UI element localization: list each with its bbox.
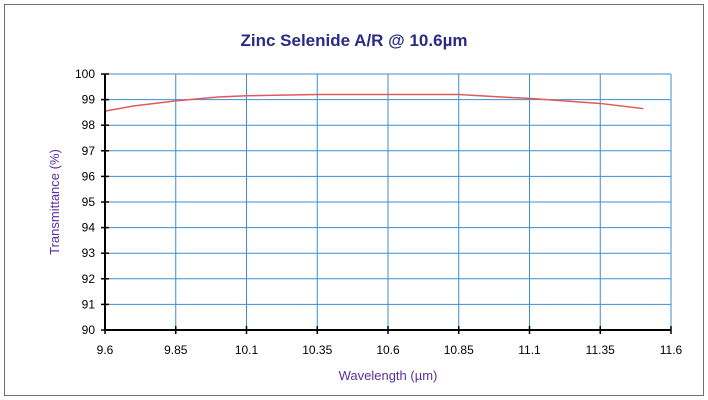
y-tick-label-10: 100: [75, 67, 95, 81]
y-axis-label: Transmittance (%): [47, 149, 62, 255]
y-tick-label-1: 91: [82, 297, 96, 311]
x-tick-label-2: 10.1: [235, 343, 259, 357]
x-tick-label-5: 10.85: [444, 343, 474, 357]
x-axis-label: Wavelength (µm): [339, 368, 438, 383]
y-tick-label-6: 96: [82, 169, 96, 183]
y-tick-label-4: 94: [82, 221, 96, 235]
y-tick-label-8: 98: [82, 118, 96, 132]
tick-labels: 9.6 9.85 10.1 10.35 10.6 10.85 11.1 11.35 11.6 90…: [75, 67, 683, 357]
x-tick-label-8: 11.6: [660, 343, 683, 357]
y-tick-label-5: 95: [82, 195, 96, 209]
x-tick-label-3: 10.35: [302, 343, 332, 357]
x-tick-label-0: 9.6: [97, 343, 114, 357]
axes: [101, 73, 672, 334]
y-tick-label-7: 97: [82, 144, 96, 158]
series-layer: [104, 93, 644, 112]
y-tick-label-9: 99: [82, 93, 96, 107]
y-tick-label-0: 90: [82, 323, 96, 337]
series-line-0: [104, 93, 644, 112]
x-tick-label-4: 10.6: [376, 343, 400, 357]
y-tick-label-3: 93: [82, 246, 96, 260]
y-tick-label-2: 92: [82, 272, 96, 286]
grid-lines: [105, 73, 672, 330]
x-tick-label-1: 9.85: [164, 343, 188, 357]
chart-title: Zinc Selenide A/R @ 10.6µm: [241, 31, 468, 50]
x-tick-label-7: 11.35: [586, 343, 615, 357]
x-tick-label-6: 11.1: [518, 343, 541, 357]
